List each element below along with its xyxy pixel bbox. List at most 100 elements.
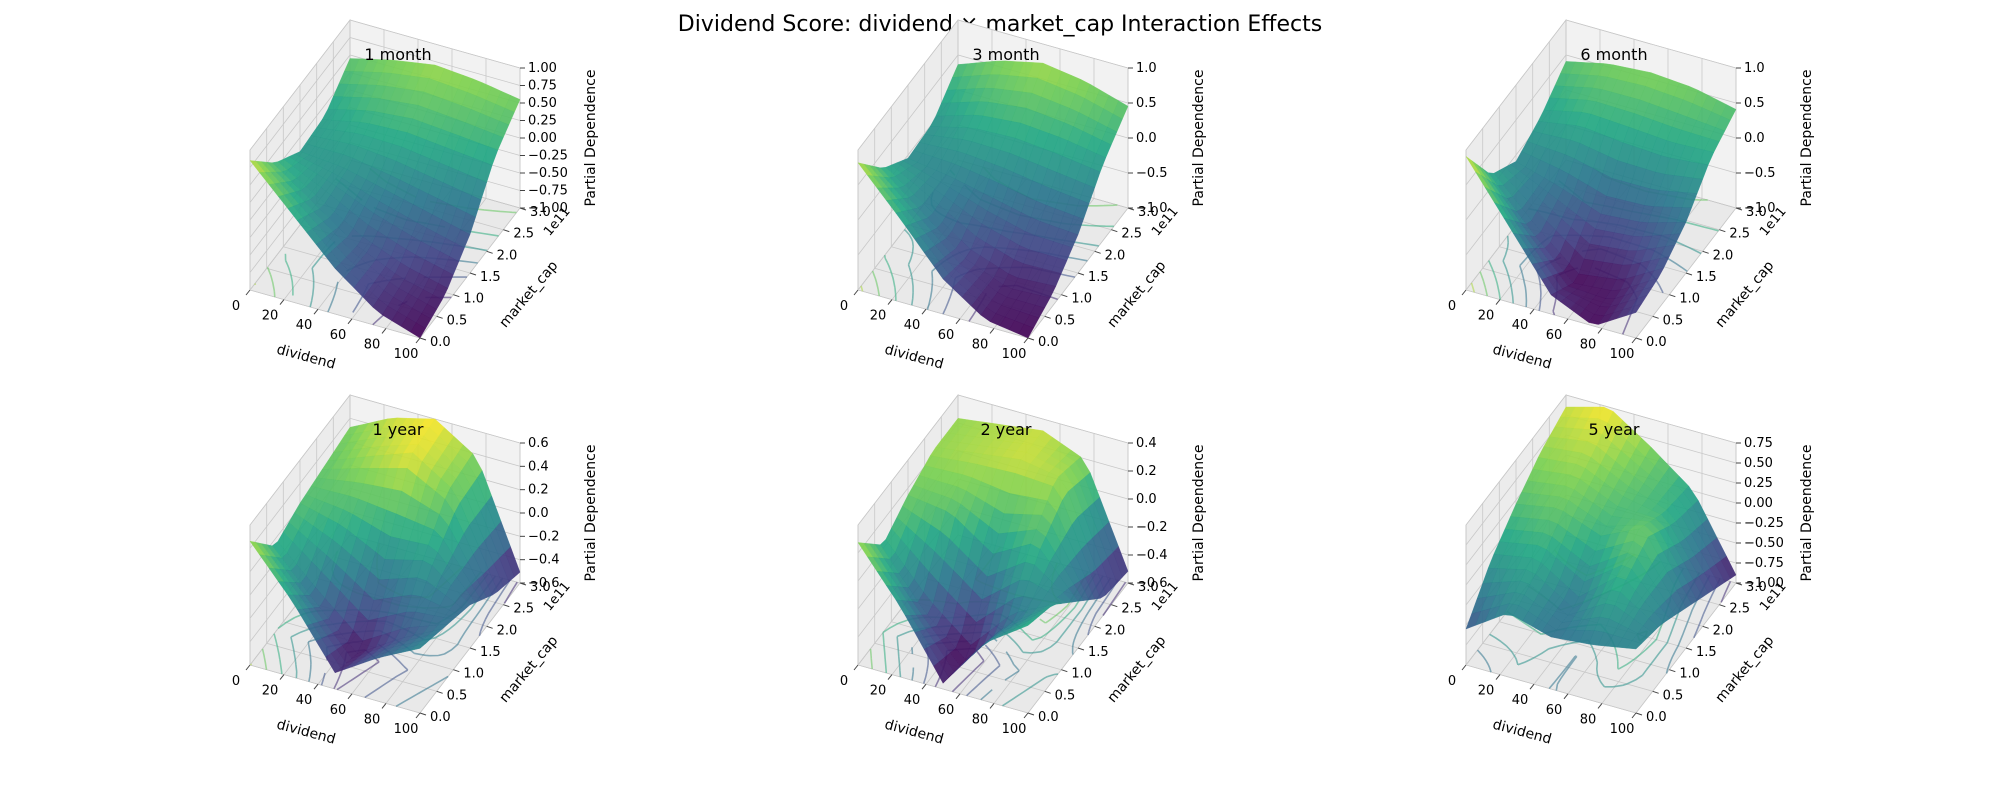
subplot-title: 5 year (1589, 420, 1640, 439)
surface (857, 418, 1129, 684)
x-tick-mark (989, 328, 995, 334)
subplot-grid: 0204060801000.00.51.01.52.02.53.0−1.00−0… (232, 19, 1815, 748)
surface (857, 60, 1129, 339)
x-tick-mark (1023, 337, 1029, 344)
z-tick-label: −0.4 (528, 553, 560, 568)
y-tick-label: 3.0 (1138, 205, 1159, 220)
y-tick-mark (1111, 229, 1118, 233)
x-tick-label: 60 (938, 328, 955, 343)
x-tick-mark (853, 664, 859, 671)
z-tick-label: −0.75 (528, 184, 568, 199)
x-axis-label: dividend (275, 342, 337, 373)
y-tick-mark (1669, 669, 1676, 673)
y-tick-label: 1.5 (1088, 645, 1109, 660)
x-tick-mark (381, 703, 387, 709)
z-tick-label: 0.0 (1136, 492, 1157, 507)
surface (1465, 61, 1737, 325)
gridline-z (857, 394, 1129, 526)
y-tick-mark (1685, 272, 1693, 276)
x-tick-mark (1563, 318, 1569, 325)
gridline-z (249, 19, 521, 151)
y-tick-mark (1652, 690, 1659, 694)
z-tick-label: −1.00 (528, 201, 568, 216)
y-tick-label: 0.0 (1646, 335, 1667, 350)
x-tick-label: 0 (1448, 674, 1456, 689)
y-tick-label: 3.0 (1138, 580, 1159, 595)
z-tick-label: −1.0 (1744, 201, 1776, 216)
subplot-2-year: 0 20 40 60 80 100 0.0 0.5 1.0 1.5 2.0 2.5 3.0−0.6 −0.… (840, 394, 1207, 748)
x-tick-mark (1495, 299, 1501, 305)
y-tick-label: 2.0 (497, 248, 518, 263)
x-tick-label: 0 (840, 674, 848, 689)
x-axis-label: dividend (1491, 717, 1553, 748)
y-tick-label: 2.0 (1105, 248, 1126, 263)
y-tick-label: 0.5 (1055, 688, 1076, 703)
z-tick-label: 1.0 (1744, 61, 1765, 76)
x-tick-label: 20 (870, 684, 887, 699)
y-axis-label: market_cap (1712, 633, 1777, 706)
z-tick-label: −0.25 (528, 149, 568, 164)
y-tick-mark (453, 669, 460, 673)
x-tick-label: 80 (364, 337, 381, 352)
y-tick-label: 1.5 (1696, 270, 1717, 285)
z-tick-label: −0.5 (1136, 166, 1168, 181)
y-axis-label: market_cap (496, 633, 561, 706)
x-tick-mark (955, 693, 961, 700)
x-tick-mark (1023, 712, 1029, 719)
x-tick-mark (415, 712, 421, 719)
z-tick-label: 0.5 (1136, 96, 1157, 111)
z-tick-label: 0.6 (528, 436, 549, 451)
z-tick-label: −0.6 (1136, 576, 1168, 591)
z-tick-label: 1.0 (1136, 61, 1157, 76)
y-tick-label: 1.0 (1071, 292, 1092, 307)
z-tick-label: 0.00 (528, 131, 557, 146)
z-axis-label: Partial Dependence (1799, 70, 1815, 207)
y-tick-mark (436, 690, 443, 694)
y-tick-mark (1702, 250, 1709, 254)
y-tick-label: 1.0 (1071, 667, 1092, 682)
y-tick-mark (1111, 604, 1118, 608)
y-tick-mark (419, 337, 427, 341)
z-tick-label: −0.50 (528, 166, 568, 181)
y-tick-mark (1635, 712, 1643, 716)
x-tick-mark (1529, 308, 1535, 315)
z-tick-label: −0.2 (528, 529, 560, 544)
y-tick-mark (1044, 690, 1051, 694)
y-tick-mark (1669, 294, 1676, 298)
z-tick-label: −0.50 (1744, 536, 1784, 551)
surface (249, 417, 521, 674)
x-tick-mark (245, 289, 251, 296)
y-tick-label: 2.5 (513, 227, 534, 242)
y-tick-label: 2.0 (1713, 248, 1734, 263)
subplot-3-month: 0 20 40 60 80 100 0.0 0.5 1.0 1.5 2.0 2.5 3.0−1.0 −0.… (840, 19, 1207, 373)
y-tick-mark (1027, 712, 1035, 716)
x-tick-label: 100 (1002, 722, 1027, 737)
gridline-z (249, 394, 521, 526)
x-tick-mark (853, 289, 859, 296)
y-tick-label: 0.5 (447, 688, 468, 703)
z-tick-label: 0.0 (1744, 131, 1765, 146)
x-tick-mark (921, 308, 927, 315)
gridline-z (857, 19, 1129, 151)
y-tick-label: 2.0 (497, 623, 518, 638)
y-tick-label: 0.0 (430, 710, 451, 725)
y-tick-mark (419, 712, 427, 716)
y-axis-label: market_cap (1104, 258, 1169, 331)
y-tick-mark (436, 315, 443, 319)
y-tick-mark (1061, 669, 1068, 673)
x-tick-mark (1461, 289, 1467, 296)
z-tick-label: −0.75 (1744, 556, 1784, 571)
x-tick-label: 60 (330, 703, 347, 718)
x-tick-label: 0 (232, 674, 240, 689)
y-tick-label: 1.5 (480, 270, 501, 285)
x-tick-mark (313, 308, 319, 315)
x-tick-mark (1597, 703, 1603, 709)
y-tick-mark (503, 229, 510, 233)
y-tick-mark (486, 625, 493, 629)
x-tick-label: 80 (1580, 337, 1597, 352)
y-tick-label: 3.0 (530, 205, 551, 220)
y-tick-label: 2.5 (1121, 602, 1142, 617)
y-tick-mark (1077, 272, 1085, 276)
z-axis-label: Partial Dependence (583, 445, 599, 582)
